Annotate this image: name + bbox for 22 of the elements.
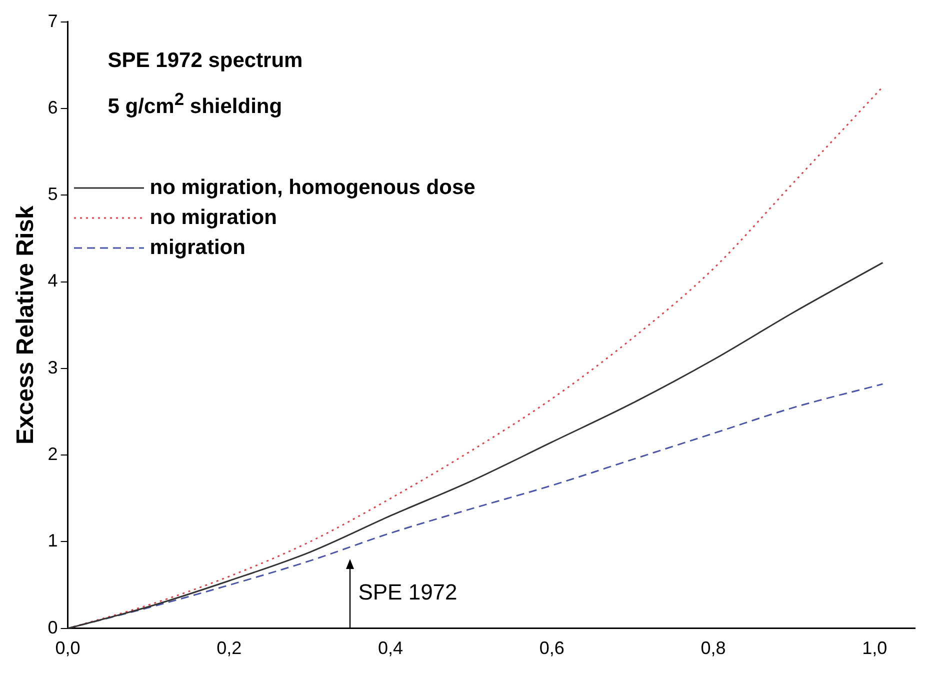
x-tick-label: 0,2 — [216, 638, 242, 658]
y-tick-label: 6 — [48, 97, 58, 118]
y-tick-label: 1 — [48, 530, 58, 551]
y-tick-label: 0 — [48, 617, 58, 638]
y-axis-title: Excess Relative Risk — [12, 205, 40, 445]
x-tick-label: 1,0 — [862, 638, 888, 658]
text: SPE 1972 spectrum — [108, 48, 303, 74]
ref-line-label: SPE 1972 — [358, 580, 458, 605]
y-tick-label: 3 — [48, 357, 58, 378]
y-tick-label: 4 — [48, 270, 58, 291]
x-tick-label: 0,6 — [539, 638, 564, 658]
legend-label: no migration — [150, 205, 277, 232]
line-series — [68, 262, 884, 628]
x-tick-label: 0,8 — [700, 638, 726, 658]
y-tick-label: 2 — [48, 444, 58, 464]
legend-label: migration — [150, 235, 246, 262]
x-tick-label: 0,4 — [378, 638, 404, 658]
text: 5 g/cm$^{2}$ shielding — [108, 88, 284, 120]
y-tick-label: 7 — [48, 10, 58, 31]
legend-label: no migration, homogenous dose — [150, 175, 476, 202]
x-tick-label: 0,0 — [55, 638, 80, 658]
y-tick-label: 5 — [48, 184, 58, 204]
